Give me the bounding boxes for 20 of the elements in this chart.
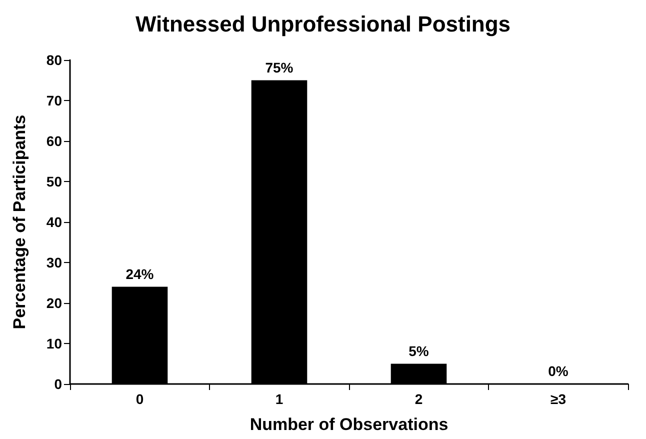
data-label: 24% xyxy=(126,266,154,282)
y-tick-label: 10 xyxy=(46,336,62,352)
y-tick-label: 40 xyxy=(46,214,62,230)
y-tick-label: 70 xyxy=(46,92,62,108)
y-tick-label: 50 xyxy=(46,174,62,190)
data-label: 5% xyxy=(408,342,430,359)
y-tick-label: 80 xyxy=(46,52,62,68)
data-label: 75% xyxy=(265,59,294,76)
x-tick-label: 0 xyxy=(136,391,144,407)
x-tick-label: ≥3 xyxy=(550,391,566,407)
y-tick-label: 0 xyxy=(54,376,62,392)
x-tick-label: 1 xyxy=(275,391,284,407)
x-tick-label: 2 xyxy=(414,391,423,407)
data-label: 0% xyxy=(548,363,569,379)
y-tick-label: 20 xyxy=(46,295,62,311)
y-tick-label: 30 xyxy=(46,254,62,270)
x-axis-title: Number of Observations xyxy=(250,415,448,434)
y-axis-title: Percentage of Participants xyxy=(10,114,29,330)
chart-title: Witnessed Unprofessional Postings xyxy=(135,12,511,36)
y-tick-label: 60 xyxy=(46,133,62,149)
